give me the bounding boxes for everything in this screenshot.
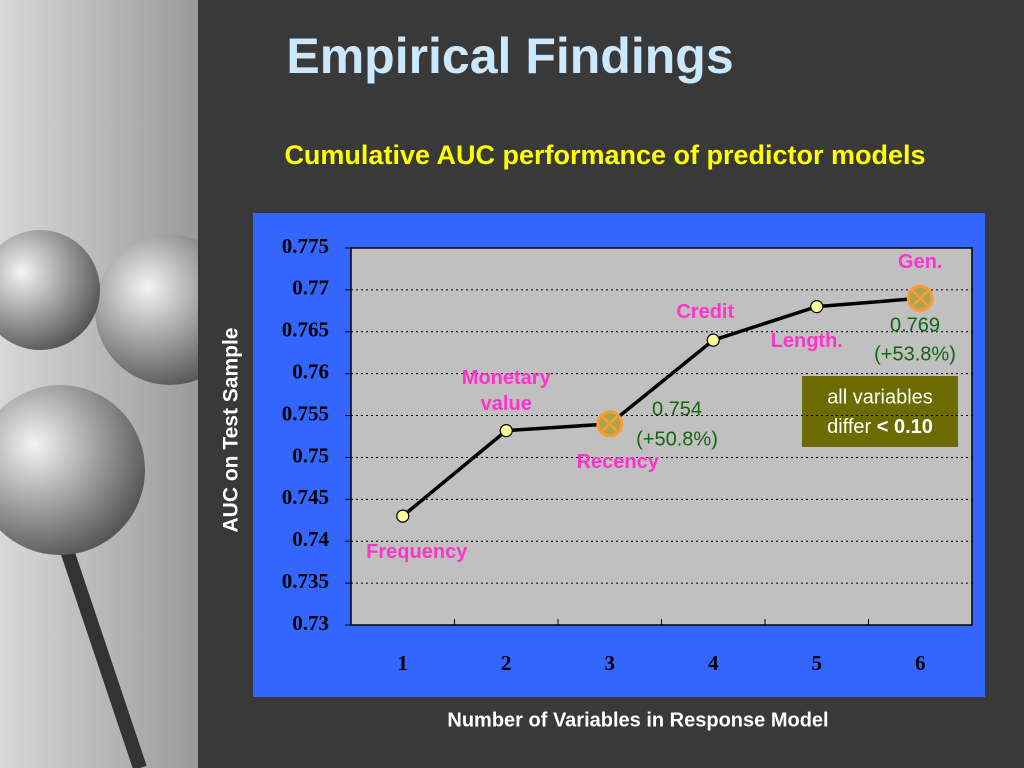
x-tick-label: 2	[501, 651, 512, 675]
point-label: Gen.	[898, 251, 943, 274]
highlight-marker	[906, 284, 934, 312]
point-label: Credit	[676, 301, 735, 324]
pin-head	[0, 230, 100, 350]
x-tick-label: 3	[605, 651, 616, 675]
line	[401, 296, 921, 518]
annotation: (+53.8%)	[874, 343, 956, 365]
marker-part	[911, 289, 930, 308]
marker	[396, 509, 410, 523]
y-tick-label: 0.75	[292, 443, 329, 467]
note-text: differ	[827, 416, 871, 438]
annotation: 0.769	[890, 314, 940, 336]
y-tick-label: 0.755	[282, 401, 329, 425]
x-axis-label: Number of Variables in Response Model	[447, 709, 828, 731]
slide-title: Empirical Findings	[286, 28, 733, 84]
y-tick-label: 0.73	[292, 611, 329, 635]
y-tick-label: 0.74	[292, 527, 329, 551]
marker	[499, 424, 513, 438]
x-tick-label: 6	[915, 651, 926, 675]
y-tick-label: 0.745	[282, 485, 329, 509]
y-tick-label: 0.77	[292, 276, 329, 300]
note-text: differ < 0.10	[827, 416, 933, 438]
point-label: Monetary value	[461, 366, 551, 415]
marker	[810, 300, 824, 314]
subtitle: Cumulative AUC performance of predictor …	[284, 140, 925, 170]
marker-part	[600, 415, 619, 433]
y-tick-label: 0.775	[282, 234, 329, 258]
annotation: (+50.8%)	[636, 428, 718, 450]
y-tick-label: 0.735	[282, 569, 329, 593]
point-label: Length.	[770, 329, 843, 352]
pin-head	[0, 385, 145, 555]
x-tick-label: 5	[812, 651, 823, 675]
y-tick-label: 0.76	[292, 359, 329, 383]
x-tick-label: 4	[708, 651, 719, 675]
point-label: Frequency	[366, 541, 468, 564]
x-tick-label: 1	[398, 651, 409, 675]
annotation: 0.754	[652, 398, 702, 420]
y-axis-label: AUC on Test Sample	[220, 328, 243, 533]
highlight-marker	[596, 410, 624, 438]
y-tick-label: 0.765	[282, 318, 329, 342]
marker	[706, 333, 720, 347]
note-bold: < 0.10	[877, 416, 933, 438]
point-label: Recency	[576, 450, 659, 473]
note-box	[802, 376, 958, 447]
note-text: all variables	[827, 386, 933, 408]
